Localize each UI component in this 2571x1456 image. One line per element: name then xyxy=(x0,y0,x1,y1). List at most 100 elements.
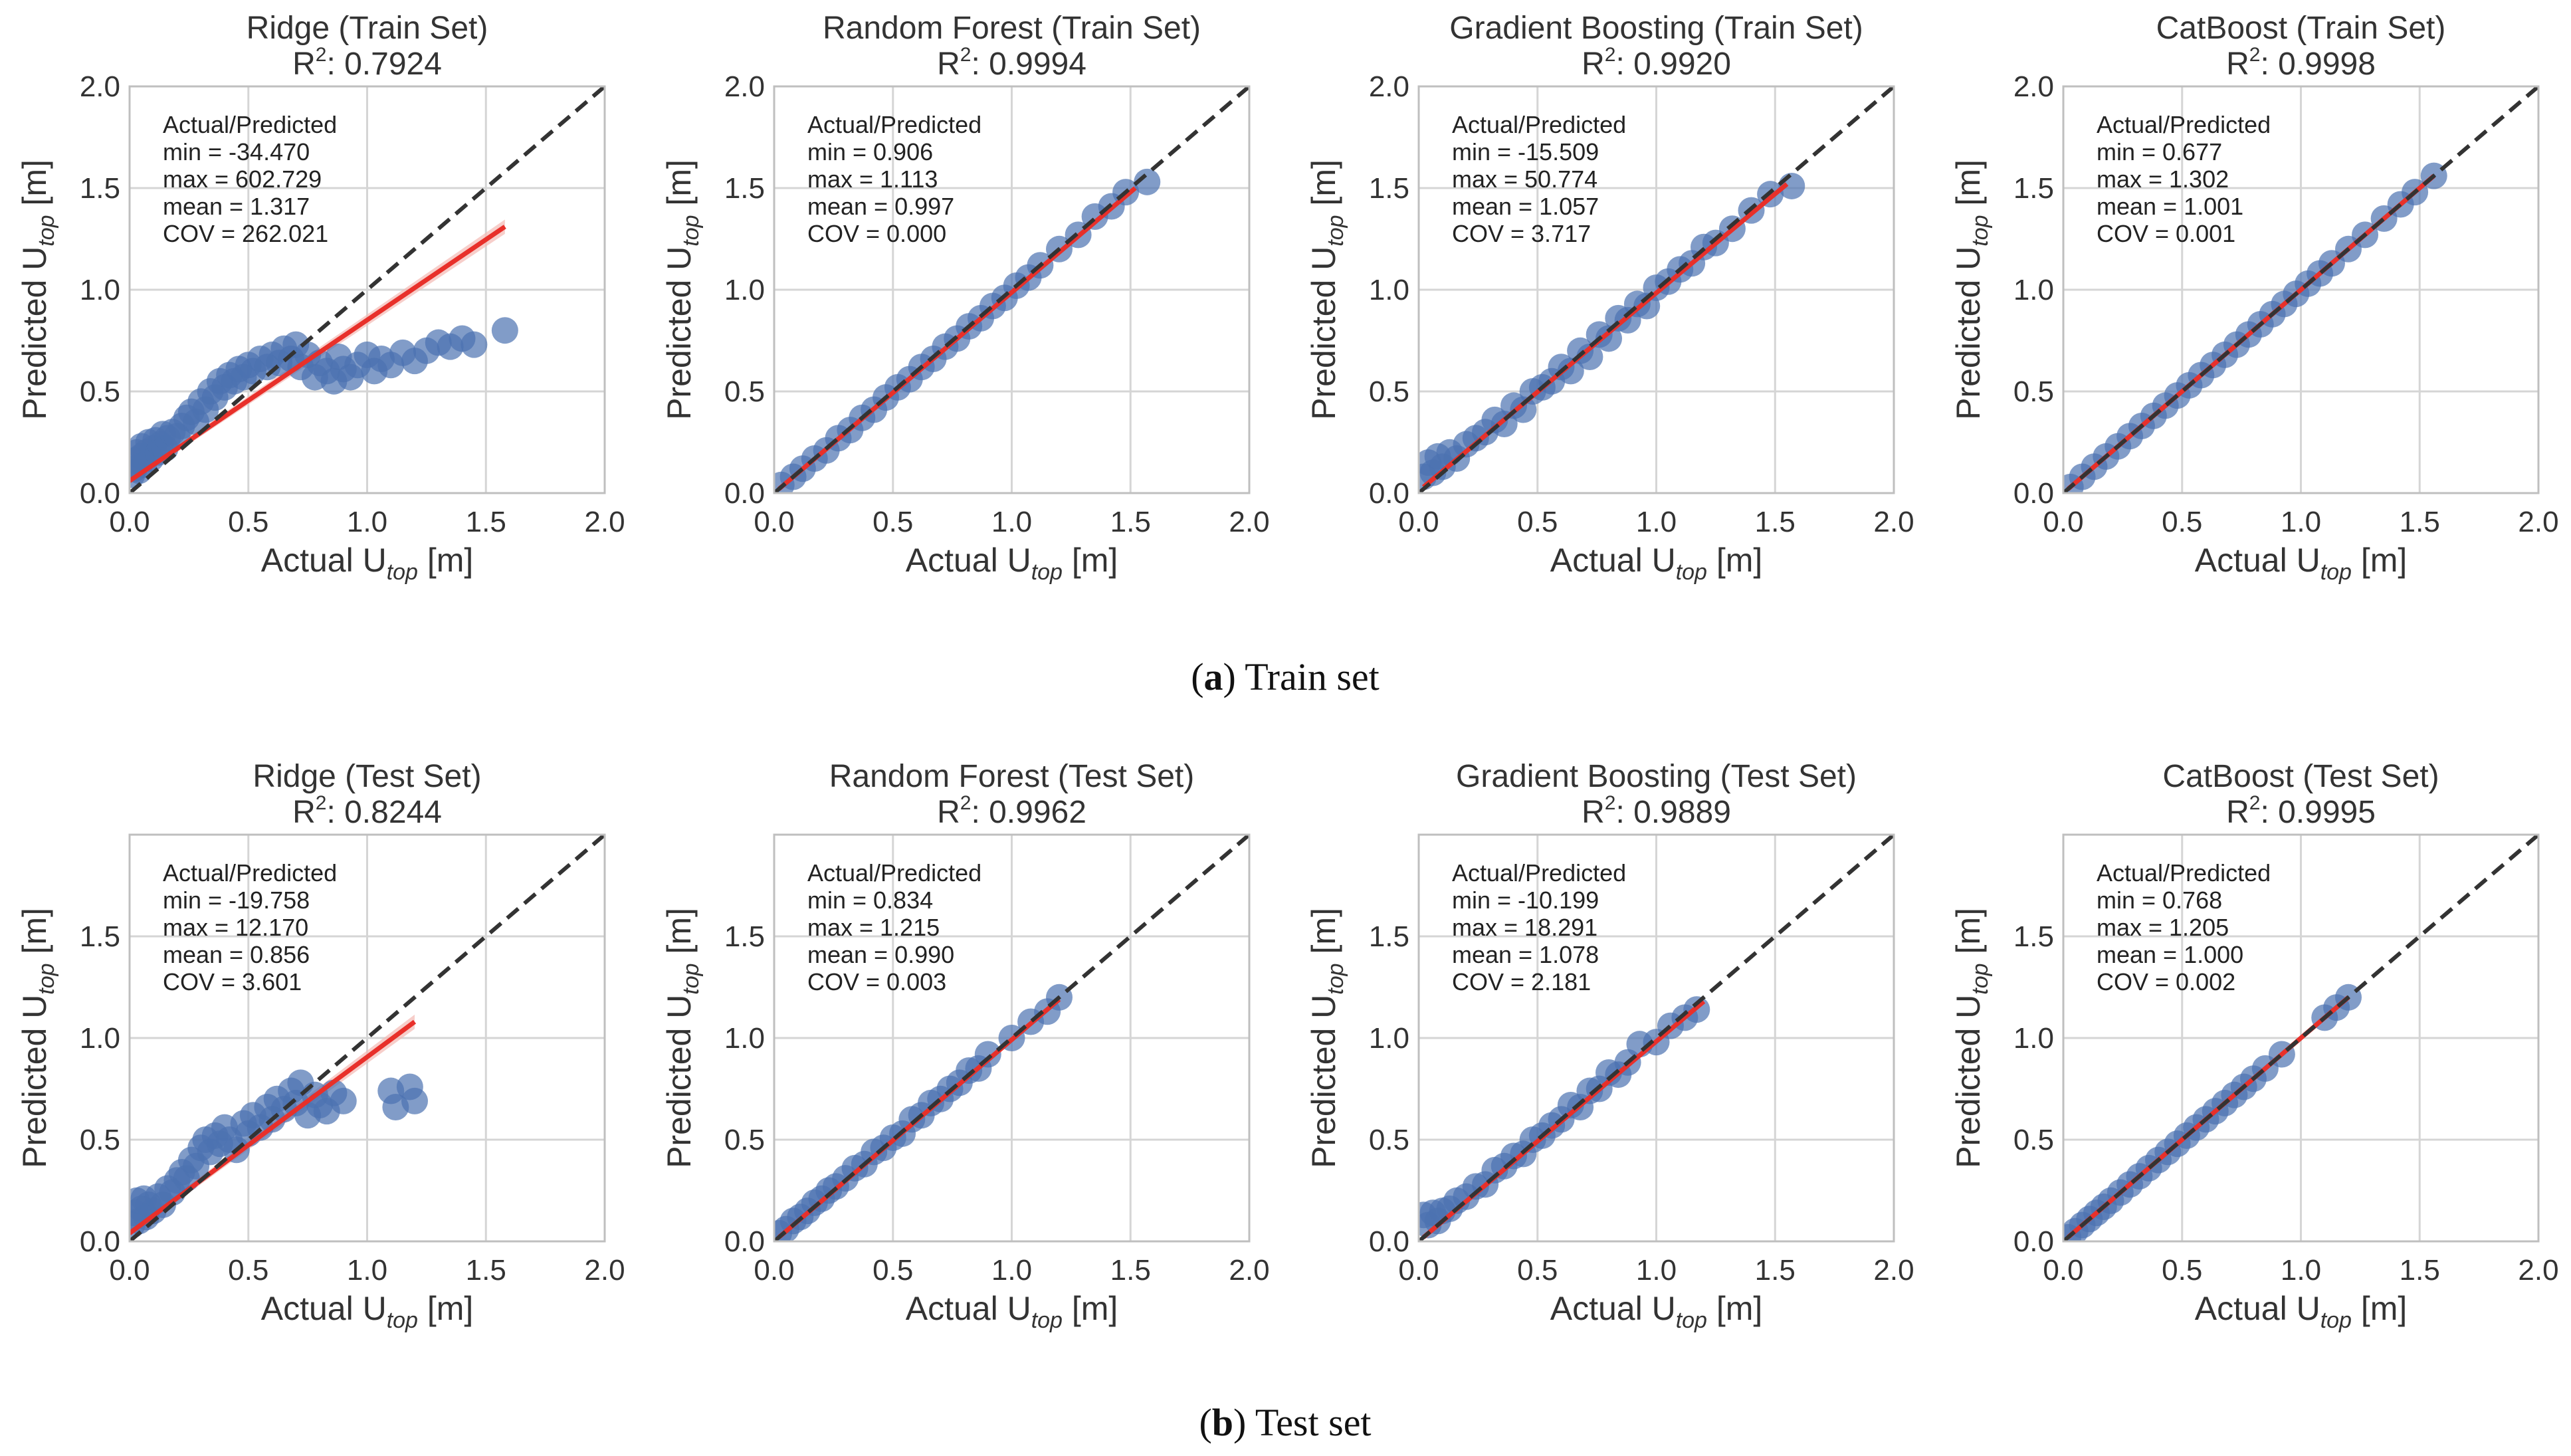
stats-annotation-line: min = 0.834 xyxy=(807,886,933,914)
r2-score: R2: 0.9962 xyxy=(937,792,1086,830)
x-tick-label: 2.0 xyxy=(584,506,625,538)
y-axis-label-subscript: top xyxy=(34,963,59,994)
x-axis-label: Actual Utop [m] xyxy=(1550,542,1763,585)
r2-symbol: R xyxy=(1582,47,1605,82)
panels: 0.0 0.5 1.0 1.5 2.0 0.0 0.5 1.0 1.5 2.0 Ridge (Tra… xyxy=(16,11,2559,1333)
x-axis-label-main: Actual U xyxy=(2195,542,2320,579)
y-axis-label: Predicted Utop [m] xyxy=(661,908,704,1168)
chart-panel-2: 0.0 0.5 1.0 1.5 2.0 0.0 0.5 1.0 1.5 2.0 Random For… xyxy=(661,11,1270,585)
y-axis-label-subscript: top xyxy=(1323,215,1348,246)
r2-symbol: R xyxy=(2226,47,2249,82)
x-axis-label-subscript: top xyxy=(387,560,418,585)
y-tick-label: 1.0 xyxy=(2013,274,2054,306)
y-axis-label-unit: [m] xyxy=(1305,159,1342,215)
x-tick-label: 0.0 xyxy=(2043,506,2083,538)
plot-frame xyxy=(1417,85,1895,494)
stats-annotation-line: COV = 0.002 xyxy=(2097,968,2235,995)
y-tick-label: 0.5 xyxy=(724,1124,765,1156)
x-tick-label: 1.0 xyxy=(347,506,387,538)
r2-superscript: 2 xyxy=(960,792,972,814)
x-tick-label: 1.5 xyxy=(2400,1254,2440,1287)
r2-score: R2: 0.9920 xyxy=(1582,44,1731,82)
x-tick-label: 0.0 xyxy=(1398,506,1439,538)
identity-diagonal xyxy=(774,86,1249,493)
r2-score: R2: 0.9995 xyxy=(2226,792,2376,830)
y-axis-label-unit: [m] xyxy=(661,908,698,963)
y-axis-label-main: Predicted U xyxy=(661,247,698,420)
plot-content xyxy=(774,86,1249,493)
stats-annotation-line: mean = 0.997 xyxy=(807,193,954,220)
stats-annotation-line: mean = 1.001 xyxy=(2097,193,2243,220)
x-tick-label: 2.0 xyxy=(1229,1254,1269,1287)
chart-panel-1: 0.0 0.5 1.0 1.5 2.0 0.0 0.5 1.0 1.5 2.0 Ridge (Tra… xyxy=(16,11,625,585)
x-tick-label: 1.5 xyxy=(2400,506,2440,538)
identity-diagonal xyxy=(1419,835,1894,1241)
plot-content xyxy=(130,86,605,493)
x-axis-label-main: Actual U xyxy=(261,542,387,579)
y-tick-label: 1.0 xyxy=(80,1022,120,1055)
x-tick-label: 0.5 xyxy=(873,1254,913,1287)
stats-annotation-line: Actual/Predicted xyxy=(1452,111,1626,138)
chart-panel-7: 0.0 0.5 1.0 1.5 2.0 0.0 0.5 1.0 1.5 Gradient Boos… xyxy=(1305,759,1914,1333)
stats-annotation-line: mean = 0.990 xyxy=(807,941,954,968)
x-tick-label: 0.5 xyxy=(228,506,268,538)
stats-annotation-line: min = 0.906 xyxy=(807,138,933,165)
chart-panel-8: 0.0 0.5 1.0 1.5 2.0 0.0 0.5 1.0 1.5 CatBoost (Tes… xyxy=(1950,759,2559,1333)
stats-annotation-line: max = 12.170 xyxy=(163,914,308,941)
identity-diagonal xyxy=(2063,86,2538,493)
data-point xyxy=(461,331,488,358)
r2-score: R2: 0.9998 xyxy=(2226,44,2376,82)
y-tick-label: 0.0 xyxy=(2013,477,2054,510)
x-axis-label-main: Actual U xyxy=(2195,1290,2320,1327)
y-axis-label-subscript: top xyxy=(1968,963,1993,994)
y-tick-label: 0.5 xyxy=(724,375,765,408)
r2-value: : 0.9998 xyxy=(2260,47,2375,82)
x-tick-label: 0.0 xyxy=(754,506,794,538)
x-axis-label-unit: [m] xyxy=(2352,1290,2407,1327)
x-tick-label: 0.0 xyxy=(109,506,150,538)
y-axis-label: Predicted Utop [m] xyxy=(16,908,59,1168)
x-axis-label: Actual Utop [m] xyxy=(906,542,1118,585)
y-tick-label: 0.5 xyxy=(80,1124,120,1156)
r2-superscript: 2 xyxy=(1605,792,1616,814)
y-axis-label-main: Predicted U xyxy=(1950,247,1987,420)
x-axis-label-main: Actual U xyxy=(1550,542,1676,579)
y-axis-label-main: Predicted U xyxy=(1305,247,1342,420)
y-tick-label: 1.0 xyxy=(1369,1022,1409,1055)
y-tick-label: 1.5 xyxy=(2013,920,2054,953)
x-axis-label-main: Actual U xyxy=(906,1290,1031,1327)
y-tick-label: 1.0 xyxy=(80,274,120,306)
x-tick-label: 0.0 xyxy=(2043,1254,2083,1287)
r2-value: : 0.9920 xyxy=(1615,47,1730,82)
x-tick-label: 0.5 xyxy=(1517,1254,1558,1287)
y-tick-label: 1.5 xyxy=(724,920,765,953)
chart-title: CatBoost (Test Set) xyxy=(2162,759,2439,794)
x-axis-label-unit: [m] xyxy=(2352,542,2407,579)
y-tick-label: 1.0 xyxy=(724,1022,765,1055)
data-point xyxy=(330,1087,357,1114)
stats-annotation-line: max = 18.291 xyxy=(1452,914,1597,941)
regression-line xyxy=(130,225,506,483)
y-axis-label-subscript: top xyxy=(34,215,59,246)
r2-value: : 0.8244 xyxy=(326,795,441,830)
x-tick-label: 2.0 xyxy=(1873,506,1914,538)
caption-train: (a) Train set xyxy=(1191,655,1380,698)
stats-annotation-line: Actual/Predicted xyxy=(2097,111,2271,138)
y-axis-label-main: Predicted U xyxy=(16,247,53,420)
stats-annotation-line: Actual/Predicted xyxy=(2097,859,2271,886)
y-tick-label: 1.5 xyxy=(2013,172,2054,205)
x-axis-label-subscript: top xyxy=(1676,560,1707,585)
plot-content xyxy=(2063,86,2538,493)
plot-frame xyxy=(128,85,606,494)
stats-annotation-line: min = -19.758 xyxy=(163,886,310,914)
y-axis-label-unit: [m] xyxy=(1305,908,1342,963)
chart-title: CatBoost (Train Set) xyxy=(2156,11,2446,46)
stats-annotation-line: min = 0.677 xyxy=(2097,138,2222,165)
stats-annotation-line: max = 1.113 xyxy=(807,165,938,193)
y-axis-label-subscript: top xyxy=(678,963,704,994)
y-tick-label: 1.0 xyxy=(2013,1022,2054,1055)
r2-symbol: R xyxy=(937,795,960,830)
y-tick-label: 1.0 xyxy=(1369,274,1409,306)
x-tick-label: 1.0 xyxy=(2281,506,2321,538)
y-tick-label: 2.0 xyxy=(2013,70,2054,103)
